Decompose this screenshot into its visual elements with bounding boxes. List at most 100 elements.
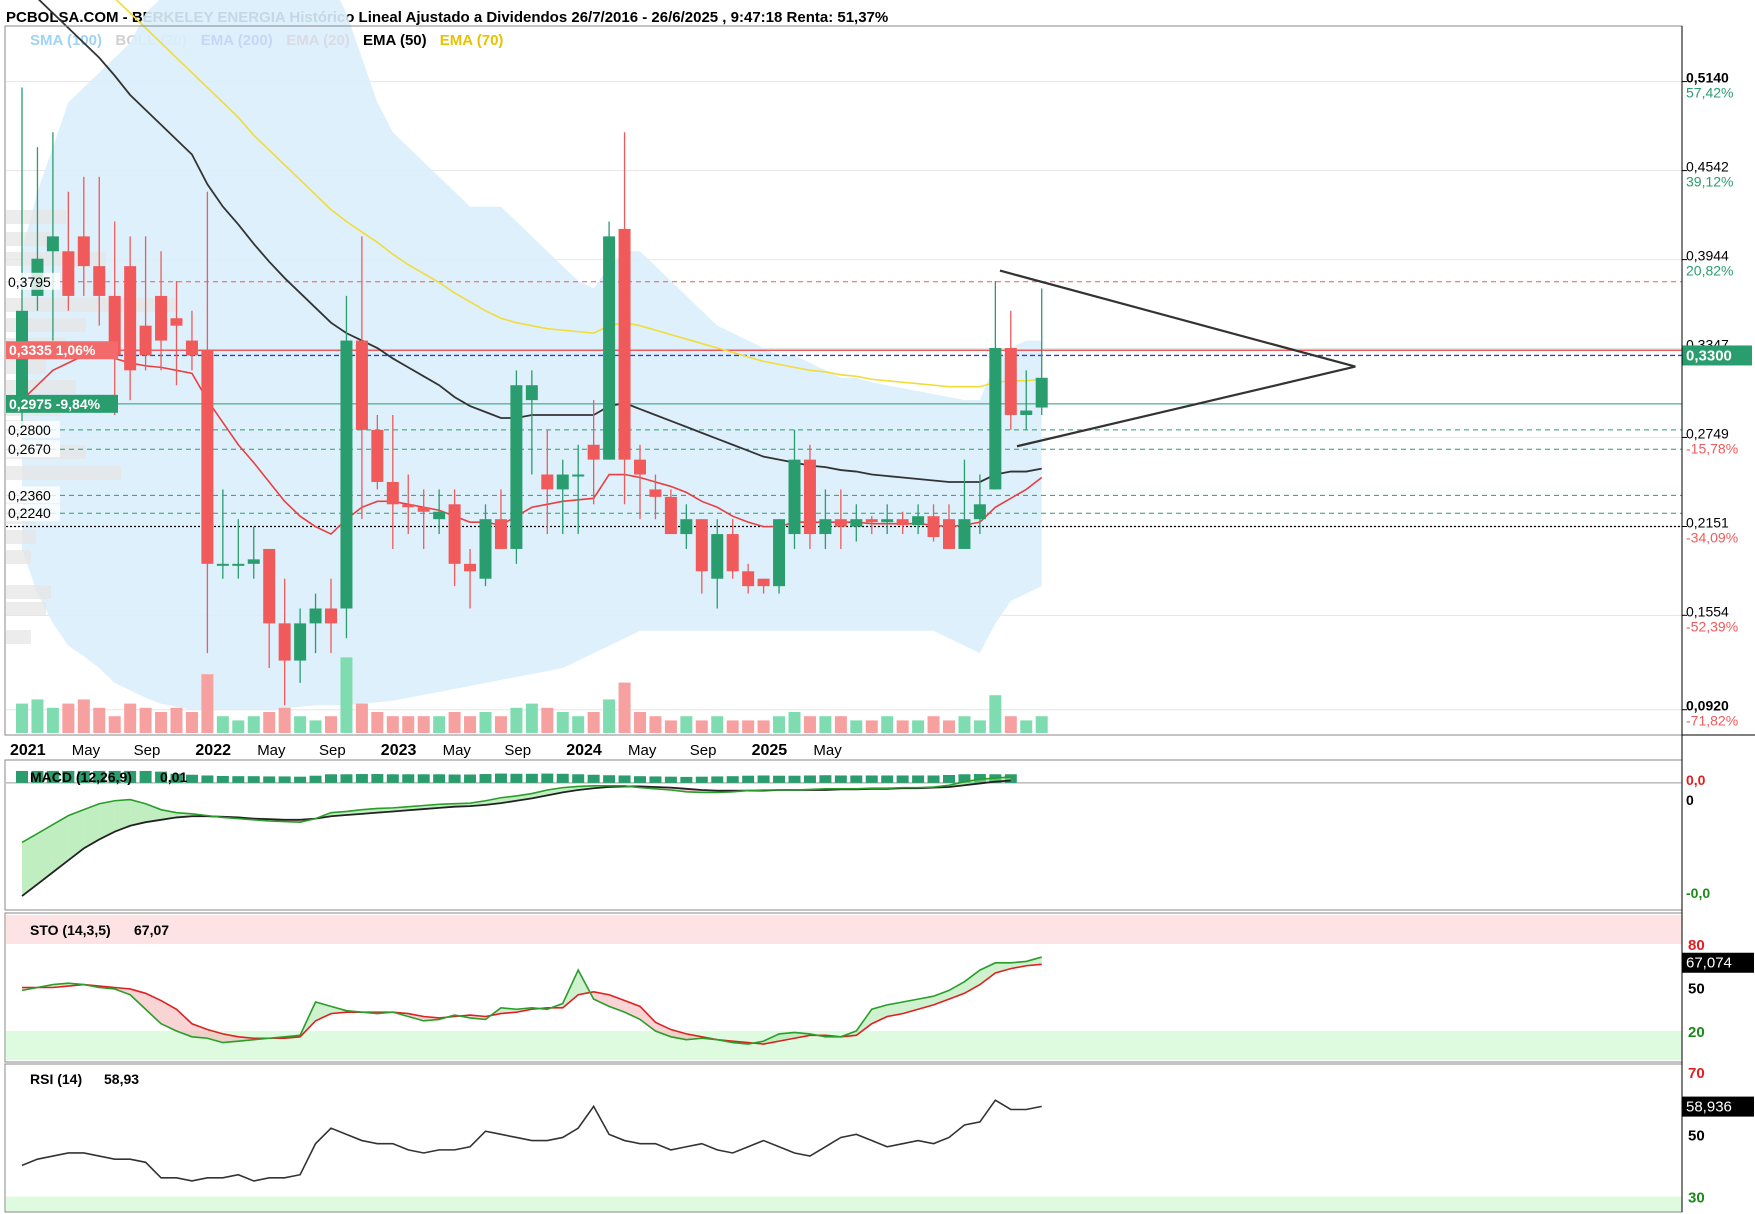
volume-bar (572, 716, 585, 733)
macd-histogram-bar (973, 774, 986, 783)
volume-bar (819, 716, 832, 733)
candle-body (247, 559, 260, 564)
macd-histogram-bar (773, 775, 786, 783)
candle-body (278, 623, 291, 661)
macd-histogram-bar (757, 775, 770, 783)
rsi-value-tag (1682, 1096, 1754, 1117)
macd-label: MACD (12,26,9) (30, 769, 132, 785)
candle-body (865, 519, 878, 523)
panel-frame (4, 1063, 1683, 1213)
level-tag-label: 0,3335 1,06% (9, 342, 96, 358)
candle-body (711, 534, 724, 579)
volume-bar (803, 716, 816, 733)
macd-histogram-bar (448, 774, 461, 783)
volume-bar (973, 720, 986, 733)
candle-body (170, 318, 183, 326)
x-tick-label: Sep (134, 742, 161, 759)
macd-histogram-bar (340, 774, 353, 783)
candle-body (834, 519, 847, 527)
fill-segment (130, 799, 146, 826)
candle-body (479, 519, 492, 579)
candle-body (850, 519, 863, 527)
fill-segment (964, 970, 980, 994)
axis-pct-label: 57,42% (1686, 85, 1733, 101)
macd-histogram-bar (603, 775, 616, 783)
volume-bar (618, 682, 631, 733)
volume-bar (587, 712, 600, 733)
time-axis: 2021 May Sep 2022 May Sep 2023 May Sep 2024 May Sep… (10, 742, 842, 759)
volume-bar (943, 720, 955, 733)
macd-histogram-bar (803, 775, 816, 783)
macd-histogram-bar (433, 774, 446, 783)
volume-bar (201, 674, 214, 733)
candle-body (927, 516, 940, 538)
candle-body (958, 519, 971, 549)
level-label: 0,2670 (8, 441, 51, 457)
macd-histogram-bar (711, 776, 724, 783)
candle-body (139, 325, 152, 356)
fill-segment (609, 994, 625, 1013)
volume-profile-bar (6, 585, 51, 599)
rsi-level-label: 30 (1688, 1189, 1705, 1206)
candle-body (355, 340, 368, 430)
axis-pct-label: -15,78% (1686, 440, 1738, 456)
macd-histogram-bar (139, 770, 152, 783)
macd-histogram-bar (834, 775, 847, 783)
candle-body (185, 340, 198, 356)
volume-bar (865, 720, 878, 733)
volume-profile-bar (6, 602, 46, 616)
candle-body (618, 228, 631, 460)
axis-pct-label: 20,82% (1686, 263, 1733, 279)
macd-histogram-bar (170, 773, 183, 783)
rsi-oversold-zone (6, 1196, 1682, 1212)
chart-title: PCBOLSA.COM - BERKELEY ENERGIA Histórico… (6, 9, 888, 26)
macd-histogram-bar (247, 776, 260, 783)
volume-bar (263, 712, 276, 733)
x-tick-label: May (628, 742, 657, 759)
volume-bar (340, 657, 353, 733)
x-tick-label: 2025 (752, 742, 788, 759)
fill-segment (949, 981, 965, 1000)
level-label-bg (6, 272, 60, 290)
candle-body (309, 608, 322, 624)
macd-histogram-bar (216, 775, 229, 783)
triangle-lines (999, 269, 1356, 448)
volume-bar (664, 720, 677, 733)
volume-bar (603, 699, 616, 733)
axis-price-label: 0,3944 (1686, 248, 1729, 264)
macd-histogram-bar (77, 770, 90, 783)
sto-d-line (22, 963, 1042, 1045)
rsi-panel: RSI (14) 58,93 70 50 30 58,936 (6, 1065, 1754, 1212)
fill-segment (37, 824, 53, 885)
volume-bar (494, 716, 507, 733)
macd-histogram-bar (742, 775, 755, 783)
volume-bar (649, 716, 662, 733)
axis-price-label: 0,2749 (1686, 425, 1729, 441)
sto-label: STO (14,3,5) (30, 922, 111, 938)
x-tick-label: 2021 (10, 742, 46, 759)
x-tick-label: Sep (319, 742, 346, 759)
macd-histogram-bar (278, 776, 291, 783)
volume-bar (1035, 716, 1048, 733)
macd-histogram-bar (479, 774, 492, 783)
fill-segment (145, 993, 162, 1024)
level-labels: 0,3795 0,3335 1,06% 0,2975 -9,84% 0,2800 0,2… (6, 272, 118, 521)
macd-axis-label: 0 (1686, 792, 1694, 808)
macd-histogram-bar (788, 775, 801, 783)
candle-body (325, 608, 337, 624)
level-label-bg (6, 440, 60, 458)
axis-price-label: 0,4542 (1686, 159, 1729, 175)
volume-bar (232, 720, 245, 733)
macd-histogram-bar (850, 775, 863, 783)
stochastic-panel: STO (14,3,5) 67,07 80 50 20 67,074 (6, 915, 1754, 1060)
fill-segment (161, 1000, 177, 1031)
macd-histogram-bar (31, 770, 44, 783)
macd-line (21, 776, 1011, 844)
candle-body (294, 623, 307, 661)
macd-histogram-bar (819, 775, 832, 783)
candle-body (819, 519, 832, 535)
fill-segment (871, 1004, 888, 1024)
candle-body (742, 571, 755, 587)
